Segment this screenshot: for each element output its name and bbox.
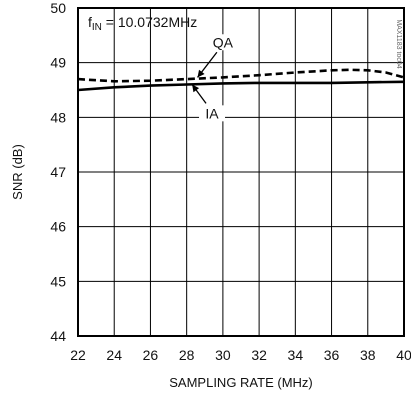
y-tick-47: 47 — [50, 164, 66, 180]
y-tick-45: 45 — [50, 273, 66, 289]
x-tick-36: 36 — [324, 347, 340, 363]
x-tick-34: 34 — [288, 347, 304, 363]
x-tick-22: 22 — [70, 347, 86, 363]
annotation-value: = 10.0732MHz — [102, 14, 197, 30]
x-tick-40: 40 — [396, 347, 411, 363]
series-callouts: QA IA — [191, 34, 236, 122]
y-tick-48: 48 — [50, 109, 66, 125]
annotation-f: f — [88, 14, 92, 30]
x-tick-30: 30 — [215, 347, 231, 363]
x-tick-24: 24 — [106, 347, 122, 363]
x-tick-28: 28 — [179, 347, 195, 363]
label-qa-background — [209, 34, 236, 51]
y-tick-49: 49 — [50, 55, 66, 71]
label-qa-arrowhead — [197, 69, 205, 78]
label-ia-arrowhead — [192, 84, 200, 93]
x-axis-title: SAMPLING RATE (MHz) — [169, 375, 313, 390]
x-tick-26: 26 — [143, 347, 159, 363]
frequency-annotation: fIN = 10.0732MHz — [88, 14, 197, 33]
annotation-subscript: IN — [92, 22, 102, 33]
x-tick-labels: 22 24 26 28 30 32 34 36 38 40 — [70, 347, 411, 363]
x-tick-38: 38 — [360, 347, 376, 363]
y-tick-50: 50 — [50, 0, 66, 16]
label-ia-background — [199, 105, 226, 122]
label-qa: QA — [213, 34, 234, 50]
series-qa-line — [77, 68, 405, 83]
watermark: MAX1183 toc04 — [395, 19, 402, 68]
y-tick-labels: 44 45 46 47 48 49 50 — [50, 0, 66, 344]
grid — [78, 8, 404, 336]
series-lines — [77, 68, 405, 92]
y-tick-46: 46 — [50, 219, 66, 235]
y-tick-44: 44 — [50, 328, 66, 344]
series-ia-line — [77, 80, 405, 92]
x-tick-32: 32 — [251, 347, 267, 363]
plot-frame — [77, 7, 405, 337]
label-ia: IA — [205, 105, 219, 121]
y-axis-title: SNR (dB) — [10, 144, 25, 200]
